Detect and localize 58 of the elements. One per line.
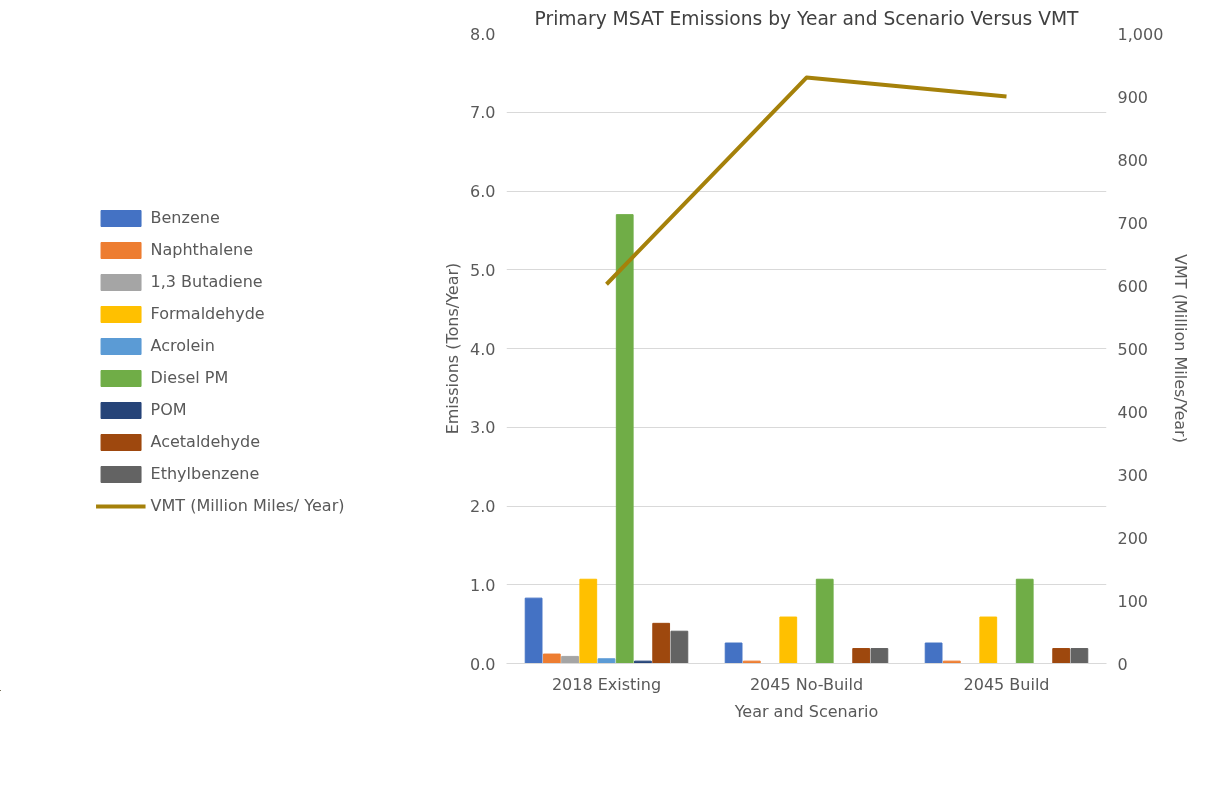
x-axis-title: Year and Scenario [733,701,879,721]
bar [524,597,543,664]
bar [724,642,743,664]
bar [870,648,889,664]
bar [615,214,634,664]
bar [579,578,598,664]
bar [924,642,943,664]
legend-label: Acrolein [150,336,215,355]
y2-tick-label: 700 [1117,213,1149,233]
bar [1015,578,1034,664]
bar [1070,648,1089,664]
y-axis-title: Emissions (Tons/Year) [443,262,463,435]
bar [634,660,652,664]
legend-label: Formaldehyde [150,304,265,323]
x-tick-label: 2045 No-Build [749,674,864,694]
y2-tick-label: 100 [1117,591,1149,611]
bar [942,660,961,664]
y2-tick-label: 400 [1117,402,1149,422]
bar [742,660,761,664]
bar [542,653,561,664]
legend-label: VMT (Million Miles/ Year) [150,496,345,515]
bar [1052,648,1071,664]
y-tick-label: 1.0 [470,575,496,595]
legend-label: Diesel PM [150,368,229,387]
y2-tick-label: 0 [1117,654,1128,674]
legend-label: Naphthalene [150,240,254,259]
y-tick-label: 3.0 [470,418,496,438]
legend-label: Benzene [150,208,220,227]
x-tick-label: 2018 Existing [551,674,662,694]
y2-tick-label: 800 [1117,150,1149,170]
y2-tick-label: 1,000 [1117,24,1164,44]
chart-title: Primary MSAT Emissions by Year and Scenario Versus VMT [534,7,1080,29]
y-tick-label: 0.0 [470,654,496,674]
y2-tick-label: 600 [1117,276,1149,296]
y2-tick-label: 300 [1117,465,1149,485]
legend-label: 1,3 Butadiene [150,272,263,291]
bar [779,616,798,664]
bar [561,655,579,664]
y-tick-label: 2.0 [470,497,496,516]
y2-tick-label: 200 [1117,528,1149,548]
y2-tick-label: 500 [1117,339,1149,359]
bar [597,658,616,664]
legend-label: Ethylbenzene [150,464,260,483]
bar [852,648,871,664]
legend-label: Acetaldehyde [150,432,260,451]
y2-axis-title: VMT (Million Miles/Year) [1171,254,1191,443]
y-tick-label: 6.0 [470,182,496,201]
bar [979,616,998,664]
bar [815,578,834,664]
bar [652,622,671,664]
y2-tick-label: 900 [1117,87,1149,107]
bar [670,630,689,664]
y-tick-label: 8.0 [470,24,496,44]
y-tick-label: 4.0 [470,339,496,359]
x-tick-label: 2045 Build [963,674,1050,694]
legend-label: POM [150,400,187,419]
y-tick-label: 7.0 [470,103,496,123]
y-tick-label: 5.0 [470,260,496,280]
